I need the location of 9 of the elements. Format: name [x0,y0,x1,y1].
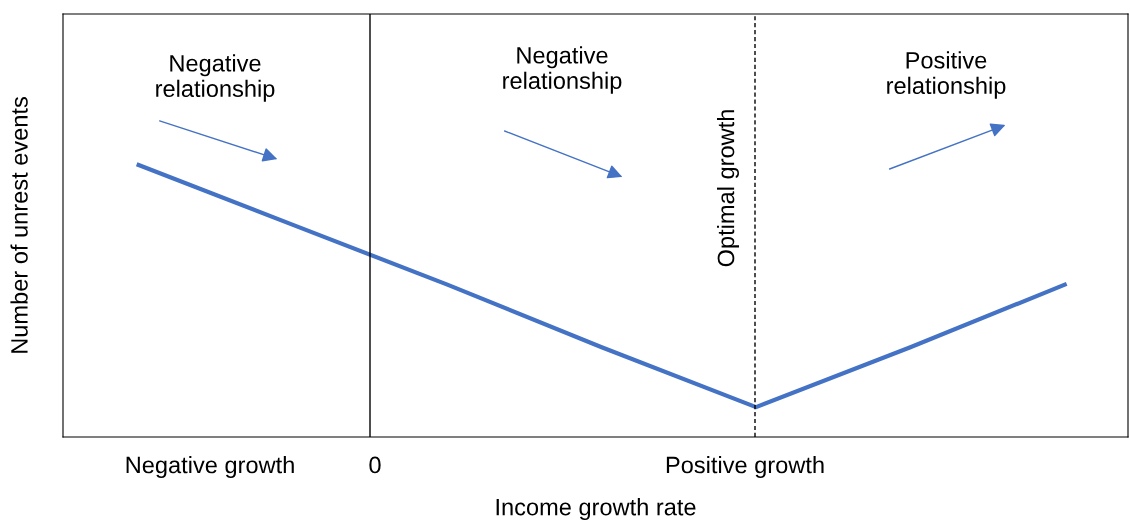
y-axis-title: Number of unrest events [10,97,28,353]
text: Negative growth [126,455,294,479]
annotation: Optimal growth [716,110,740,267]
text: Positive growth [666,455,824,479]
text: Negative relationship [503,46,622,94]
text: 0 [369,456,381,474]
text: Positive relationship [887,51,1006,99]
x-axis-title: Income growth rate [496,498,696,521]
text: Negative relationship [156,54,275,102]
